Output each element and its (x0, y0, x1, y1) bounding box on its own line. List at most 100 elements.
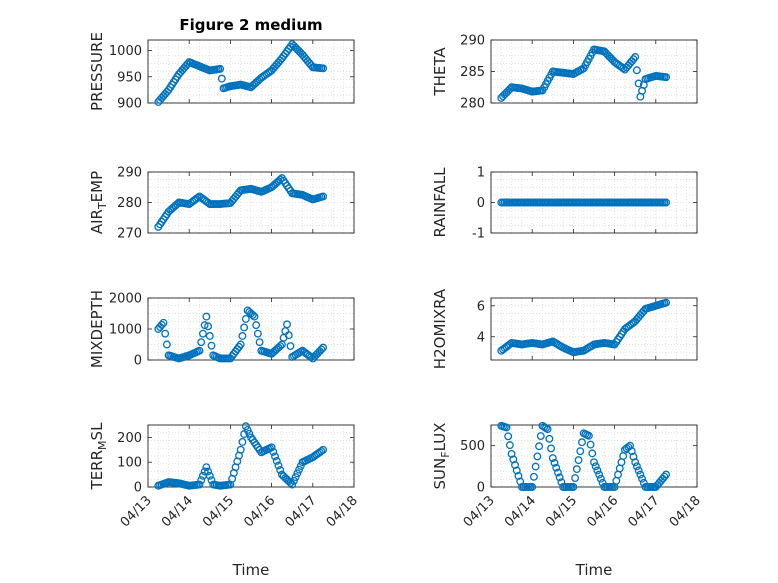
y-tick-label: 500 (460, 439, 485, 454)
data-point (578, 438, 586, 447)
data-point (276, 466, 285, 475)
data-point (269, 447, 278, 456)
data-point (595, 470, 604, 479)
x-tick-label: 04/17 (626, 493, 663, 530)
x-tick-label: 04/14 (502, 493, 539, 530)
x-tick-label: 04/13 (118, 493, 155, 530)
y-tick-label: 285 (460, 65, 485, 80)
y-tick-label: 0 (477, 481, 485, 496)
y-axis-label: SUNFLUX (431, 423, 452, 490)
data-point (195, 346, 204, 355)
data-point (535, 442, 544, 451)
data-point (572, 465, 581, 474)
data-point (545, 434, 554, 443)
y-tick-label: 290 (460, 34, 485, 49)
data-point (295, 465, 304, 474)
data-point (528, 483, 537, 491)
data-series (154, 40, 328, 106)
y-axis-label: THETA (431, 47, 449, 97)
y-tick-label: 290 (117, 166, 142, 181)
data-point (636, 470, 645, 479)
data-point (634, 79, 643, 88)
data-point (571, 474, 580, 482)
subplot-3: -1 0 1 RAINFALL (431, 166, 698, 242)
axes-frame (490, 39, 698, 104)
data-point (569, 483, 578, 491)
data-point (531, 462, 540, 471)
data-point (586, 440, 595, 449)
data-series (154, 306, 328, 363)
data-point (511, 461, 519, 469)
data-point (205, 332, 214, 340)
subplot-7: 0 500 04/13 04/14 04/15 04/16 04/17 04/18 SUNFLU… (431, 421, 704, 530)
x-tick-label: 04/16 (241, 493, 278, 530)
data-point (283, 320, 291, 329)
x-tick-label: 04/18 (667, 493, 704, 530)
data-point (574, 456, 583, 465)
data-point (638, 474, 647, 483)
y-tick-label: 1 (477, 166, 485, 181)
data-point (660, 472, 669, 481)
y-axis-label: PRESSURE (88, 32, 106, 111)
data-point (634, 466, 643, 475)
data-point (543, 425, 552, 434)
subplot-1: 280 285 290 THETA (431, 34, 698, 112)
y-tick-label: 6 (477, 299, 485, 314)
data-point (533, 452, 542, 461)
y-tick-label: 280 (117, 196, 142, 211)
data-point (505, 441, 514, 450)
data-point (241, 422, 250, 431)
data-point (507, 449, 516, 458)
data-point (541, 424, 550, 432)
data-point (627, 447, 636, 456)
y-axis-label: MIXDEPTH (88, 290, 106, 368)
data-point (255, 338, 264, 347)
data-point (514, 472, 523, 480)
data-point (276, 342, 285, 350)
data-point (161, 329, 170, 338)
data-point (195, 480, 204, 489)
data-point (271, 452, 279, 461)
data-point (502, 423, 511, 432)
data-point (319, 64, 328, 73)
data-point (245, 429, 254, 438)
y-tick-label: 2000 (109, 292, 142, 307)
x-tick-label: 04/13 (461, 493, 498, 530)
data-point (193, 193, 202, 202)
y-tick-label: 1000 (109, 44, 142, 59)
data-point (198, 329, 207, 338)
data-point (236, 340, 245, 349)
data-point (205, 471, 214, 480)
data-point (662, 198, 671, 207)
y-tick-label: 200 (117, 431, 142, 446)
x-axis-label-right: Time (575, 561, 613, 579)
data-series (497, 421, 671, 491)
x-tick-label: 04/14 (159, 493, 196, 530)
subplot-2: 270 280 290 AIRTEMP (88, 166, 355, 242)
y-tick-label: 950 (117, 70, 142, 85)
data-point (162, 340, 171, 349)
data-point (157, 320, 166, 329)
data-point (240, 323, 249, 332)
y-tick-label: 270 (117, 227, 142, 242)
data-point (272, 457, 281, 465)
y-tick-label: 0 (134, 481, 142, 496)
data-point (202, 463, 211, 472)
data-point (550, 458, 559, 467)
data-point (632, 66, 641, 75)
data-point (319, 343, 328, 352)
data-point (217, 74, 226, 83)
data-point (253, 329, 262, 338)
data-point (276, 175, 285, 184)
data-point (504, 432, 513, 441)
data-point (662, 73, 671, 82)
data-point (289, 476, 298, 485)
data-point (632, 462, 641, 471)
data-point (529, 472, 538, 481)
data-point (238, 332, 247, 340)
data-point (197, 338, 206, 347)
data-point (596, 474, 605, 483)
